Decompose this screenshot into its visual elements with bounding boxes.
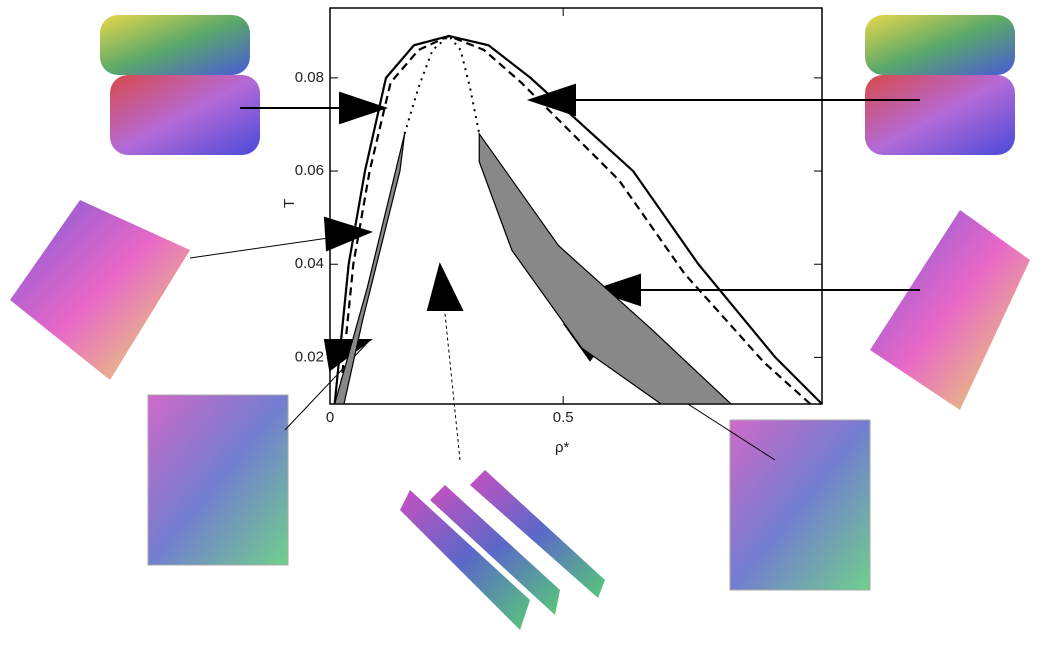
x-axis-label: ρ* (555, 439, 570, 456)
x-tick-label: 0 (326, 409, 334, 426)
curve (405, 36, 480, 134)
plot: 0.02 0.04 0.06 0.08 0 0.5 (295, 8, 822, 451)
figure: 0.02 0.04 0.06 0.08 0 0.5 ρ* T (0, 0, 1047, 646)
y-tick-label: 0.04 (295, 255, 324, 272)
y-tick-label: 0.02 (295, 348, 324, 365)
y-tick-label: 0.08 (295, 69, 324, 86)
y-tick-label: 0.06 (295, 162, 324, 179)
y-axis-label: T (281, 199, 298, 208)
x-tick-label: 0.5 (553, 409, 574, 426)
illustrations (10, 15, 1030, 630)
shaded-region (479, 134, 731, 404)
